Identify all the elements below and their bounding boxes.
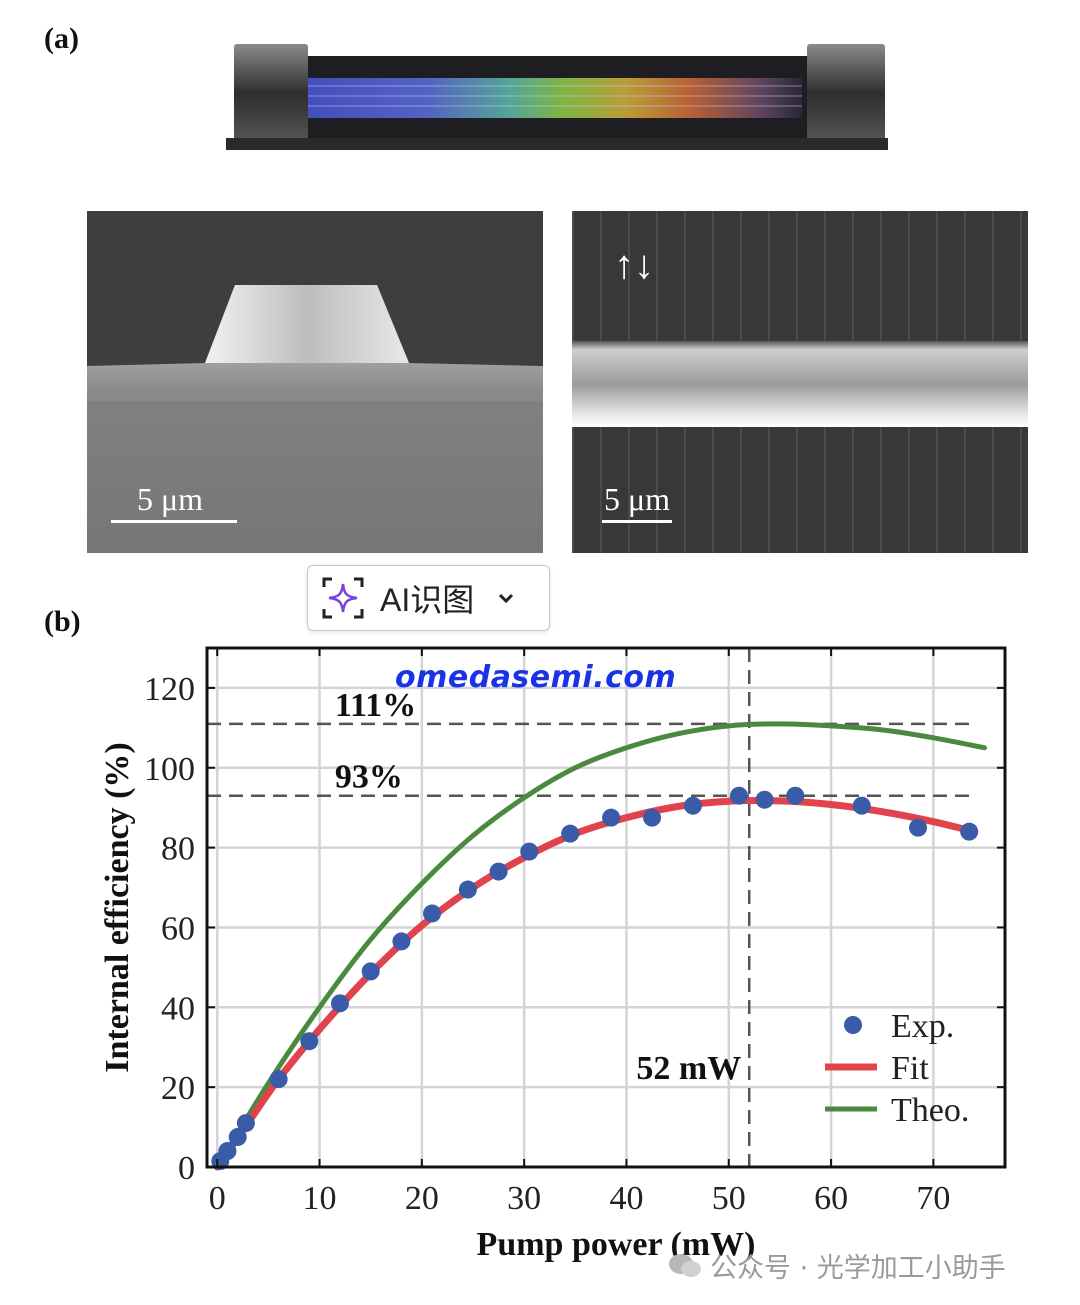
data-point: [683, 796, 702, 815]
legend-label-fit: Fit: [891, 1050, 929, 1087]
y-tick-label: 0: [178, 1150, 195, 1187]
data-point: [423, 904, 442, 923]
data-point: [392, 932, 411, 951]
y-tick-label: 80: [161, 831, 195, 868]
legend-marker-exp: [844, 1016, 862, 1034]
ai-image-recognition-button[interactable]: AI识图: [307, 565, 550, 631]
sem-top-view-image: ↑↓ 5 μm: [572, 211, 1028, 553]
x-tick-label: 20: [405, 1180, 439, 1217]
x-tick-label: 50: [712, 1180, 746, 1217]
data-point: [909, 818, 928, 837]
x-tick-label: 40: [609, 1180, 643, 1217]
x-tick-label: 70: [916, 1180, 950, 1217]
series-fit-line: [213, 797, 978, 1171]
chip-photo: [226, 44, 888, 150]
scale-bar: [602, 520, 672, 523]
efficiency-chart: 0 10 20 30 40 50 60 70 0 20 40 60 80 100 120 111% 93% 52…: [99, 646, 1007, 1263]
data-point: [489, 862, 508, 881]
data-point: [960, 822, 979, 841]
x-axis-title: Pump power (mW): [477, 1226, 756, 1263]
y-tick-label: 20: [161, 1070, 195, 1107]
vline-label: 52 mW: [636, 1050, 741, 1087]
data-point: [218, 1142, 237, 1161]
data-point: [300, 1032, 319, 1051]
data-point: [755, 790, 774, 809]
legend-label-exp: Exp.: [891, 1008, 954, 1045]
legend-label-theo: Theo.: [891, 1092, 969, 1129]
scale-bar-label: 5 μm: [604, 481, 671, 517]
wechat-icon: [669, 1253, 701, 1277]
x-tick-label: 10: [303, 1180, 337, 1217]
y-axis-title: Internal efficiency (%): [99, 742, 136, 1072]
scale-bar-label: 5 μm: [137, 481, 204, 517]
hline-label: 111%: [335, 687, 416, 724]
data-point: [520, 842, 539, 861]
chart-grid: [207, 648, 1005, 1169]
polarization-arrows: ↑↓: [614, 242, 654, 287]
plot-frame: [205, 646, 1007, 1169]
wechat-watermark: 公众号 · 光学加工小助手: [668, 1246, 1006, 1285]
data-point: [458, 880, 477, 899]
chart-legend: Exp. Fit Theo.: [825, 1008, 969, 1129]
wechat-watermark-text: 公众号 · 光学加工小助手: [710, 1253, 1006, 1284]
data-point: [361, 962, 380, 981]
data-point: [786, 786, 805, 805]
chevron-down-icon[interactable]: [496, 591, 516, 605]
ai-button-label: AI识图: [380, 582, 475, 618]
data-point: [602, 808, 621, 827]
series-theo-line: [214, 721, 988, 1170]
x-tick-label: 30: [507, 1180, 541, 1217]
data-point: [730, 786, 748, 805]
data-point: [236, 1114, 255, 1133]
data-point: [852, 796, 871, 815]
x-tick-label: 0: [209, 1180, 226, 1217]
panel-b-label: (b): [44, 605, 81, 638]
data-point: [228, 1128, 247, 1147]
x-tick-label: 60: [814, 1180, 848, 1217]
y-tick-label: 40: [161, 990, 195, 1027]
panel-a-label: (a): [44, 22, 79, 55]
sparkle-icon: [322, 577, 364, 619]
scale-bar: [111, 520, 237, 523]
y-tick-label: 60: [161, 910, 195, 947]
data-point: [269, 1070, 288, 1089]
data-point: [561, 824, 580, 843]
y-tick-label: 120: [144, 671, 195, 708]
y-tick-label: 100: [144, 751, 195, 788]
site-watermark: omedasemi.com: [395, 660, 677, 695]
data-point: [331, 994, 349, 1013]
hline-label: 93%: [335, 759, 403, 796]
data-point: [643, 808, 662, 827]
sem-cross-section-image: 5 μm: [87, 211, 543, 553]
